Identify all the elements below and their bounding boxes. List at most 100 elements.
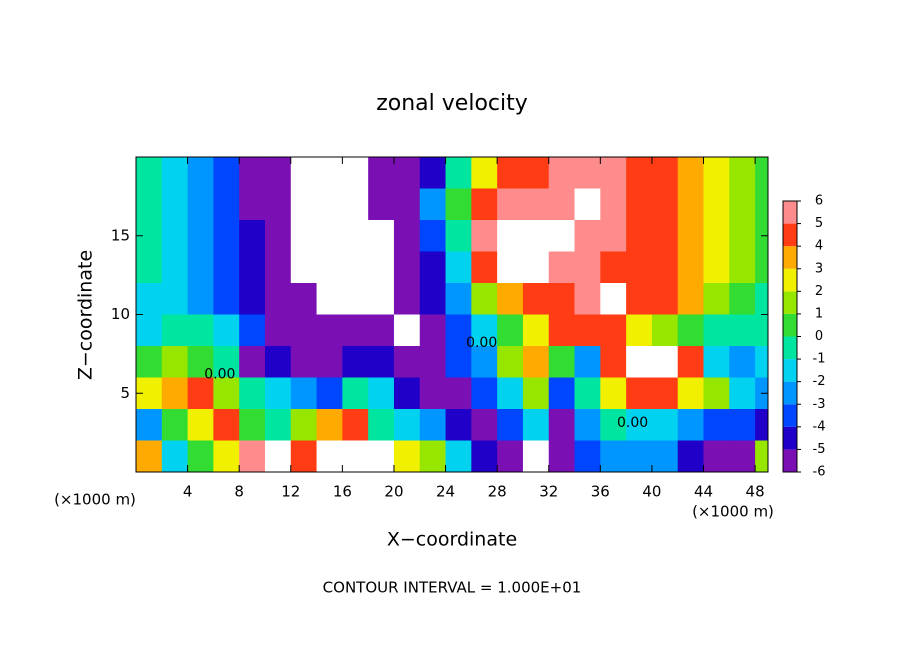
cell (703, 251, 730, 284)
cell (213, 346, 240, 378)
cell (471, 377, 498, 410)
cell (651, 188, 679, 221)
cell (161, 346, 189, 378)
cell (497, 377, 524, 410)
contour-label: 0.00 (466, 335, 497, 351)
cell (161, 188, 189, 221)
cell (316, 409, 343, 441)
colorbar-swatch (783, 381, 797, 405)
cell (419, 409, 447, 441)
x-tick-label: 8 (234, 483, 244, 501)
cell (677, 409, 705, 441)
cell (497, 283, 524, 315)
cell (316, 220, 343, 252)
cell (393, 346, 421, 378)
cell (626, 314, 653, 347)
cell (497, 409, 524, 441)
cell (574, 283, 601, 315)
colorbar-swatch (783, 246, 797, 269)
cell (522, 314, 550, 347)
cell (136, 283, 163, 315)
cell (264, 377, 292, 410)
cell (445, 440, 472, 472)
colorbar-tick-label: 2 (815, 284, 823, 299)
cell (161, 283, 189, 315)
cell (677, 440, 705, 472)
cell (290, 346, 318, 378)
cell (703, 409, 730, 441)
cell (471, 157, 498, 189)
cell (342, 377, 369, 410)
cell (368, 409, 395, 441)
cell (290, 220, 318, 252)
cell (497, 440, 524, 472)
colorbar-tick-label: -3 (813, 397, 826, 412)
cell (522, 220, 550, 252)
cell (368, 220, 395, 252)
cell (522, 377, 550, 410)
y-tick-label: 15 (111, 226, 130, 244)
cell (239, 346, 266, 378)
cell (574, 346, 601, 378)
colorbar-swatch (783, 404, 797, 427)
cell (239, 220, 266, 252)
cell (290, 440, 318, 472)
colorbar-tick-label: 1 (815, 306, 823, 321)
cell (161, 377, 189, 410)
cell (419, 283, 447, 315)
cell (290, 188, 318, 221)
cell (368, 283, 395, 315)
cell (729, 283, 756, 315)
cell (264, 440, 292, 472)
cell (729, 188, 756, 221)
cell (161, 157, 189, 189)
cell (264, 283, 292, 315)
cell (393, 314, 421, 347)
cell (626, 377, 653, 410)
cell (522, 188, 550, 221)
cell (342, 283, 369, 315)
x-tick-label: 4 (183, 483, 193, 501)
cell (755, 409, 768, 441)
cell (213, 377, 240, 410)
cell (548, 440, 576, 472)
cell (239, 251, 266, 284)
cell (213, 157, 240, 189)
cell (651, 440, 679, 472)
field (136, 157, 768, 472)
x-tick-label: 48 (746, 483, 765, 501)
cell (600, 346, 627, 378)
cell (574, 220, 601, 252)
cell (600, 251, 627, 284)
cell (264, 346, 292, 378)
cell (393, 409, 421, 441)
cell (264, 157, 292, 189)
x-tick-label: 40 (642, 483, 661, 501)
colorbar-swatch (783, 336, 797, 360)
cell (755, 440, 768, 472)
cell (626, 251, 653, 284)
x-axis-label: X−coordinate (387, 529, 517, 551)
cell (419, 346, 447, 378)
y-axis-label: Z−coordinate (75, 250, 97, 380)
cell (290, 283, 318, 315)
cell (729, 346, 756, 378)
cell (651, 409, 679, 441)
cell (161, 314, 189, 347)
cell (290, 377, 318, 410)
colorbar-swatch (783, 291, 797, 314)
cell (703, 157, 730, 189)
cell (419, 220, 447, 252)
cell (548, 283, 576, 315)
chart-title: zonal velocity (376, 91, 528, 116)
cell (239, 283, 266, 315)
cell (419, 440, 447, 472)
cell (497, 251, 524, 284)
cell (316, 283, 343, 315)
cell (187, 220, 214, 252)
cell (755, 157, 768, 189)
cell (342, 251, 369, 284)
x-unit: (×1000 m) (54, 491, 136, 509)
cell (368, 157, 395, 189)
cell (239, 409, 266, 441)
